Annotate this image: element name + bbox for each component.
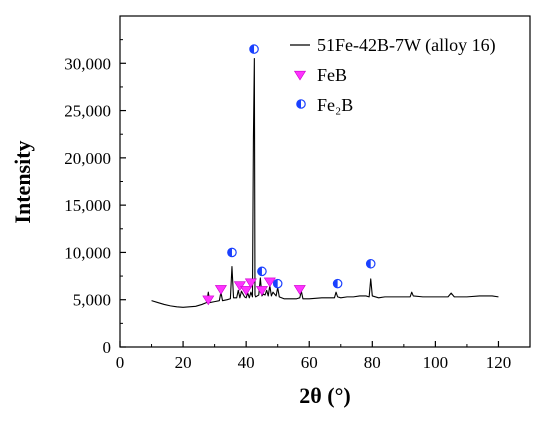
feb-marker [202, 295, 215, 306]
legend-label-feb: FeB [317, 65, 347, 85]
feb-marker [293, 285, 306, 295]
legend-swatch-feb [293, 70, 307, 81]
y-tick-label: 20,000 [64, 149, 111, 168]
legend-swatch-fe2b [296, 99, 306, 109]
x-axis: 0 20 40 60 80 100 120 [116, 341, 511, 372]
x-tick-label: 0 [116, 353, 125, 372]
fe2b-marker [249, 44, 259, 54]
fe2b-marker [227, 247, 237, 258]
fe2b-marker [257, 266, 267, 277]
feb-marker [263, 277, 276, 288]
feb-marker [214, 285, 227, 295]
feb-marker [244, 278, 257, 289]
fe2b-marker [365, 258, 376, 269]
x-axis-title: 2θ (°) [299, 383, 350, 408]
y-axis-title: Intensity [10, 140, 35, 223]
x-tick-label: 100 [423, 353, 449, 372]
feb-marker [240, 286, 253, 296]
x-tick-label: 120 [486, 353, 512, 372]
y-tick-label: 10,000 [64, 243, 111, 262]
peak-markers [202, 44, 376, 306]
x-tick-label: 60 [301, 353, 318, 372]
legend-label-fe2b: Fe₂B [317, 95, 353, 115]
feb-marker [255, 286, 268, 296]
y-axis: 0 5,000 10,000 15,000 20,000 25,000 30,000 [64, 39, 126, 357]
x-tick-label: 80 [364, 353, 381, 372]
legend-label-alloy: 51Fe-42B-7W (alloy 16) [317, 35, 496, 56]
y-tick-label: 15,000 [64, 196, 111, 215]
legend: 51Fe-42B-7W (alloy 16) FeB Fe₂B [290, 35, 496, 115]
y-tick-label: 0 [103, 338, 112, 357]
y-tick-label: 5,000 [73, 291, 111, 310]
y-tick-label: 25,000 [64, 102, 111, 121]
x-tick-label: 20 [175, 353, 192, 372]
feb-marker [233, 281, 246, 292]
fe2b-marker [272, 278, 283, 289]
fe2b-marker [332, 278, 343, 289]
x-tick-label: 40 [238, 353, 255, 372]
y-tick-label: 30,000 [64, 54, 111, 73]
